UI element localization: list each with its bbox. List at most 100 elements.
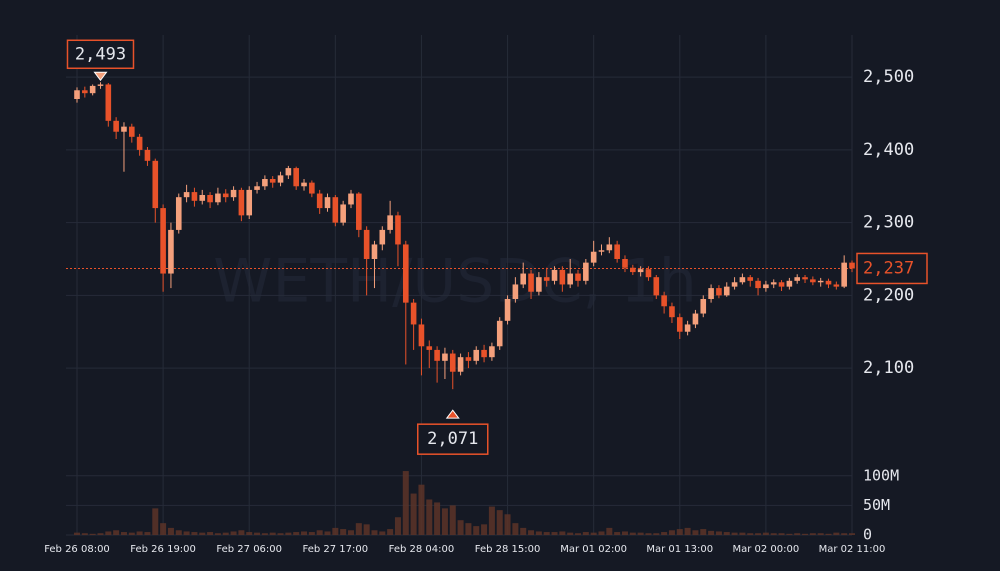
volume-bar xyxy=(755,533,762,535)
candle-body xyxy=(536,277,542,292)
candle-body xyxy=(230,189,237,198)
volume-bar xyxy=(316,530,323,535)
candle-body xyxy=(426,346,433,350)
candle-body xyxy=(191,192,198,201)
x-tick-label: Feb 27 06:00 xyxy=(216,544,282,555)
volume-bar xyxy=(128,532,135,535)
candle-body xyxy=(183,192,190,198)
candle-body xyxy=(121,126,127,132)
volume-bar xyxy=(481,524,488,535)
candle-body xyxy=(74,90,80,99)
volume-bar xyxy=(551,532,558,535)
candle-body xyxy=(630,267,636,273)
candle-body xyxy=(739,277,746,283)
volume-bar xyxy=(152,508,159,535)
volume-bar xyxy=(238,530,245,535)
max-label-box xyxy=(66,39,135,70)
volume-tick-label: 0 xyxy=(863,526,872,544)
candle-body xyxy=(716,288,722,296)
volume-bar xyxy=(512,523,519,535)
volume-bar xyxy=(676,529,683,535)
volume-bar xyxy=(285,532,292,535)
volume-bar xyxy=(543,532,550,535)
volume-bar xyxy=(747,533,754,535)
volume-bar xyxy=(496,510,503,535)
volume-bar xyxy=(590,532,597,535)
candle-body xyxy=(434,349,440,361)
candle-body xyxy=(512,284,519,299)
volume-bar xyxy=(739,532,746,535)
volume-bar xyxy=(457,520,464,535)
x-tick-label: Feb 26 19:00 xyxy=(130,544,196,555)
volume-bar xyxy=(230,531,237,535)
volume-bar xyxy=(410,493,417,535)
candle-body xyxy=(199,195,206,201)
candle-body xyxy=(309,182,315,194)
volume-bar xyxy=(582,532,589,535)
candle-body xyxy=(262,179,268,187)
x-tick-label: Feb 28 04:00 xyxy=(389,544,455,555)
candle-body xyxy=(731,282,738,287)
volume-bar xyxy=(715,531,722,535)
volume-bar xyxy=(809,533,816,535)
candle-body xyxy=(551,269,558,281)
volume-bar xyxy=(277,533,284,535)
candle-body xyxy=(669,306,675,318)
volume-bar xyxy=(559,531,566,535)
volume-bar xyxy=(598,531,605,535)
volume-bar xyxy=(535,531,542,535)
candle-body xyxy=(410,302,417,325)
volume-bar xyxy=(293,532,300,535)
volume-bar xyxy=(700,529,707,535)
candle-body xyxy=(559,269,566,285)
volume-bar xyxy=(449,505,456,535)
min-marker xyxy=(445,409,460,419)
x-tick-label: Feb 27 17:00 xyxy=(303,544,369,555)
candle-body xyxy=(653,277,660,296)
volume-bar xyxy=(661,532,668,535)
candle-body xyxy=(622,259,628,268)
max-label: 2,493 xyxy=(75,44,126,64)
candle-body xyxy=(371,244,378,259)
last-price-label: 2,237 xyxy=(863,258,914,278)
volume-bar xyxy=(488,506,495,535)
volume-bar xyxy=(825,533,832,535)
volume-bar xyxy=(207,532,214,535)
candle-body xyxy=(543,277,550,281)
candle-body xyxy=(379,229,386,245)
x-tick-label: Feb 28 15:00 xyxy=(475,544,541,555)
candle-body xyxy=(598,250,605,252)
candle-body xyxy=(293,168,299,187)
candle-body xyxy=(645,269,652,278)
candle-body xyxy=(786,280,793,287)
volume-bar xyxy=(324,531,331,535)
candle-body xyxy=(89,85,96,94)
candle-body xyxy=(708,288,714,299)
volume-bar xyxy=(74,532,80,535)
volume-bar xyxy=(120,532,127,535)
volume-bar xyxy=(723,532,730,535)
volume-bar xyxy=(105,531,112,535)
x-tick-label: Mar 02 00:00 xyxy=(732,544,799,555)
volume-bar xyxy=(606,527,613,535)
candle-body xyxy=(661,295,667,307)
volume-bar xyxy=(254,532,261,535)
candle-body xyxy=(238,189,245,216)
volume-bar xyxy=(160,523,167,535)
volume-bar xyxy=(441,508,448,535)
candle-body xyxy=(301,182,307,187)
candle-body xyxy=(590,251,597,263)
volume-bar xyxy=(402,471,409,535)
candle-body xyxy=(418,324,425,347)
max-marker xyxy=(93,71,108,82)
candle-body xyxy=(520,273,527,285)
candle-body xyxy=(755,280,761,289)
volume-bar xyxy=(794,533,801,535)
volume-bar xyxy=(371,530,378,535)
candle-body xyxy=(457,357,464,372)
volume-bar xyxy=(387,529,394,535)
volume-bar xyxy=(849,533,855,535)
volume-bar xyxy=(183,531,190,535)
volume-bar xyxy=(434,502,441,535)
candle-body xyxy=(316,193,323,209)
